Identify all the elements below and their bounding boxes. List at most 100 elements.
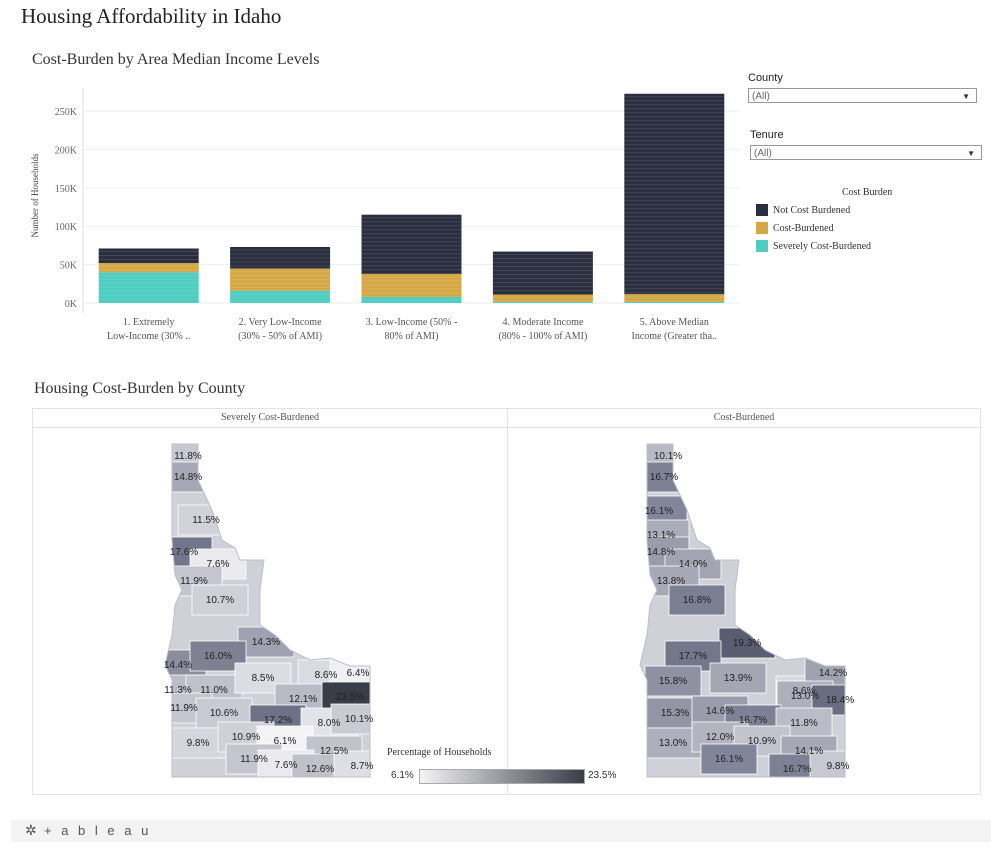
county-value-label: 10.1% xyxy=(345,714,373,725)
county-value-label: 15.3% xyxy=(661,708,689,719)
county-value-label: 12.1% xyxy=(289,694,317,705)
county-value-label: 18.4% xyxy=(826,695,854,706)
y-tick-label: 150K xyxy=(55,184,78,195)
cost-burden-map: 10.1% 16.7% 16.1% 13.1% 14.8% 14.0% 13.8% 16.8%… xyxy=(639,443,865,781)
legend-label: Cost-Burdened xyxy=(773,222,834,234)
color-legend-gradient xyxy=(419,769,585,784)
county-value-label: 16.1% xyxy=(645,506,673,517)
legend-item-not-cost-burdened[interactable]: Not Cost Burdened xyxy=(756,204,850,216)
county-filter-label: County xyxy=(748,72,783,84)
bar-segment[interactable] xyxy=(492,251,593,295)
x-tick-label: (80% - 100% of AMI) xyxy=(498,331,587,342)
county-value-label: 14.1% xyxy=(795,746,823,757)
county-value-label: 14.0% xyxy=(679,559,707,570)
county-value-label: 14.4% xyxy=(164,660,192,671)
county-value-label: 16.1% xyxy=(715,754,743,765)
y-tick-label: 200K xyxy=(55,145,78,156)
county-dropdown[interactable]: (All) ▼ xyxy=(748,88,977,103)
county-shape[interactable] xyxy=(330,703,387,735)
county-value-label: 8.5% xyxy=(252,673,275,684)
county-value-label: 13.0% xyxy=(791,691,819,702)
county-shape[interactable] xyxy=(191,584,249,616)
state-outline xyxy=(164,443,371,778)
tenure-filter-label: Tenure xyxy=(750,129,784,141)
color-legend-max: 23.5% xyxy=(588,770,617,781)
county-value-label: 10.7% xyxy=(206,595,234,606)
county-shape[interactable] xyxy=(709,662,767,694)
county-value-label: 6.1% xyxy=(274,736,297,747)
panel-header-severe: Severely Cost-Burdened xyxy=(33,409,507,428)
legend-item-cost-burdened[interactable]: Cost-Burdened xyxy=(756,222,834,234)
county-value-label: 13.1% xyxy=(647,530,675,541)
county-value-label: 14.2% xyxy=(819,668,847,679)
dashboard-title: Housing Affordability in Idaho xyxy=(21,4,282,28)
county-dropdown-value: (All) xyxy=(752,91,770,102)
bar-segment[interactable] xyxy=(624,294,725,302)
county-value-label: 11.5% xyxy=(192,515,220,526)
bar-segment[interactable] xyxy=(98,272,199,303)
county-shape[interactable] xyxy=(644,665,702,697)
county-value-label: 16.8% xyxy=(683,595,711,606)
map-section-title: Housing Cost-Burden by County xyxy=(34,380,246,397)
tableau-logo-icon[interactable]: ✲ xyxy=(25,822,37,838)
county-shape[interactable] xyxy=(809,750,865,781)
county-value-label: 7.6% xyxy=(275,760,298,771)
bar-segment[interactable] xyxy=(230,246,331,269)
county-value-label: 13.0% xyxy=(659,738,687,749)
y-tick-label: 100K xyxy=(55,222,78,233)
county-value-label: 16.7% xyxy=(650,472,678,483)
bar-segment[interactable] xyxy=(98,263,199,273)
map-panel-frame: Severely Cost-Burdened Cost-Burdened xyxy=(32,408,981,795)
county-value-label: 7.6% xyxy=(207,559,230,570)
county-value-label: 8.6% xyxy=(315,670,338,681)
county-value-label: 11.0% xyxy=(200,685,228,696)
panel-divider xyxy=(507,409,508,794)
legend-title: Cost Burden xyxy=(842,187,893,198)
tenure-dropdown[interactable]: (All) ▼ xyxy=(750,145,982,160)
county-value-label: 10.6% xyxy=(210,708,238,719)
legend-swatch xyxy=(756,240,768,252)
bar-segment[interactable] xyxy=(98,248,199,264)
county-value-label: 8.0% xyxy=(318,718,341,729)
county-value-label: 14.8% xyxy=(174,472,202,483)
bar-segment[interactable] xyxy=(361,296,462,303)
county-value-label: 12.0% xyxy=(706,732,734,743)
county-value-label: 17.6% xyxy=(170,547,198,558)
bar-segment[interactable] xyxy=(624,301,725,303)
bar-chart-title: Cost-Burden by Area Median Income Levels xyxy=(32,51,320,68)
county-value-label: 9.8% xyxy=(827,761,850,772)
x-tick-label: Low-Income (30% .. xyxy=(107,331,190,342)
bar-segment[interactable] xyxy=(492,294,593,302)
county-value-label: 11.8% xyxy=(790,718,818,729)
bar-segment[interactable] xyxy=(361,214,462,274)
tableau-brand[interactable]: + a b l e a u xyxy=(44,823,152,838)
county-value-label: 14.8% xyxy=(647,547,675,558)
bar-segment[interactable] xyxy=(492,301,593,303)
county-value-label: 11.9% xyxy=(180,576,208,587)
county-value-label: 10.9% xyxy=(232,732,260,743)
x-tick-label: (30% - 50% of AMI) xyxy=(238,331,322,342)
bar-segment[interactable] xyxy=(624,93,725,295)
color-legend-min: 6.1% xyxy=(391,770,414,781)
panel-header-cost: Cost-Burdened xyxy=(508,409,980,428)
county-shape[interactable] xyxy=(333,750,390,781)
stacked-bar-chart: 0K 50K 100K 150K 200K 250K Number of Household… xyxy=(30,88,740,342)
x-tick-label: 1. Extremely xyxy=(123,317,175,328)
x-tick-label: 80% of AMI) xyxy=(385,331,439,342)
bar-segment[interactable] xyxy=(230,268,331,291)
chevron-down-icon: ▼ xyxy=(967,149,975,158)
bar-segment[interactable] xyxy=(230,290,331,303)
county-value-label: 15.8% xyxy=(659,676,687,687)
county-value-label: 17.7% xyxy=(679,651,707,662)
legend-item-severely-cost-burdened[interactable]: Severely Cost-Burdened xyxy=(756,240,871,252)
tableau-footer: ✲ + a b l e a u xyxy=(11,820,991,842)
tenure-dropdown-value: (All) xyxy=(754,148,772,159)
county-shape[interactable] xyxy=(700,743,758,775)
x-tick-label: 3. Low-Income (50% - xyxy=(366,317,458,328)
county-value-label: 12.6% xyxy=(306,764,334,775)
x-tick-label: 4. Moderate Income xyxy=(502,317,583,328)
bar-segment[interactable] xyxy=(361,273,462,297)
county-shape[interactable] xyxy=(668,584,726,616)
legend-label: Severely Cost-Burdened xyxy=(773,240,872,252)
x-tick-label: Income (Greater tha.. xyxy=(632,331,718,342)
